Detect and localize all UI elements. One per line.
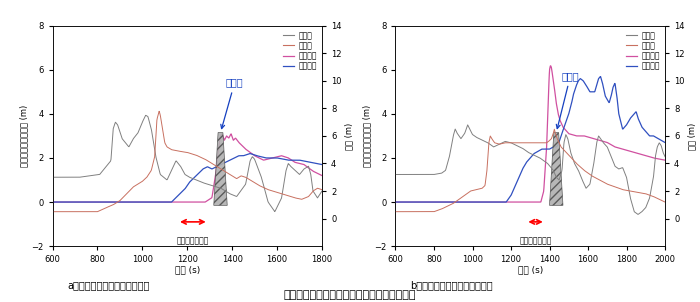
Y-axis label: 波高 (m): 波高 (m) [687, 122, 696, 149]
Y-axis label: ３線堤前面の浸水深 (m): ３線堤前面の浸水深 (m) [20, 105, 29, 167]
Text: ３線堤: ３線堤 [556, 71, 580, 129]
Text: a）　津波継続時間が短い場合: a） 津波継続時間が短い場合 [67, 280, 150, 291]
Text: 津波遡上の遅延: 津波遡上の遅延 [519, 236, 552, 245]
Y-axis label: 波高 (m): 波高 (m) [344, 122, 354, 149]
Legend: 沖波高, 岸波高, 減災農地, 現況地形: 沖波高, 岸波高, 減災農地, 現況地形 [281, 30, 318, 72]
Polygon shape [550, 133, 563, 205]
Polygon shape [214, 133, 228, 205]
Text: 津波遡上の遅延: 津波遡上の遅延 [176, 236, 209, 245]
Text: b）　津波継続時間が長い場合: b） 津波継続時間が長い場合 [410, 280, 493, 291]
Text: ３線堤: ３線堤 [220, 77, 244, 129]
X-axis label: 時間 (s): 時間 (s) [174, 265, 200, 275]
Text: 図４　津波波高と３線堤前面の浸水深の変化: 図４ 津波波高と３線堤前面の浸水深の変化 [284, 291, 416, 300]
X-axis label: 時間 (s): 時間 (s) [517, 265, 543, 275]
Legend: 沖波高, 岸波高, 減災農地, 現況地形: 沖波高, 岸波高, 減災農地, 現況地形 [624, 30, 661, 72]
Y-axis label: ３線堤前面の浸水深 (m): ３線堤前面の浸水深 (m) [363, 105, 372, 167]
